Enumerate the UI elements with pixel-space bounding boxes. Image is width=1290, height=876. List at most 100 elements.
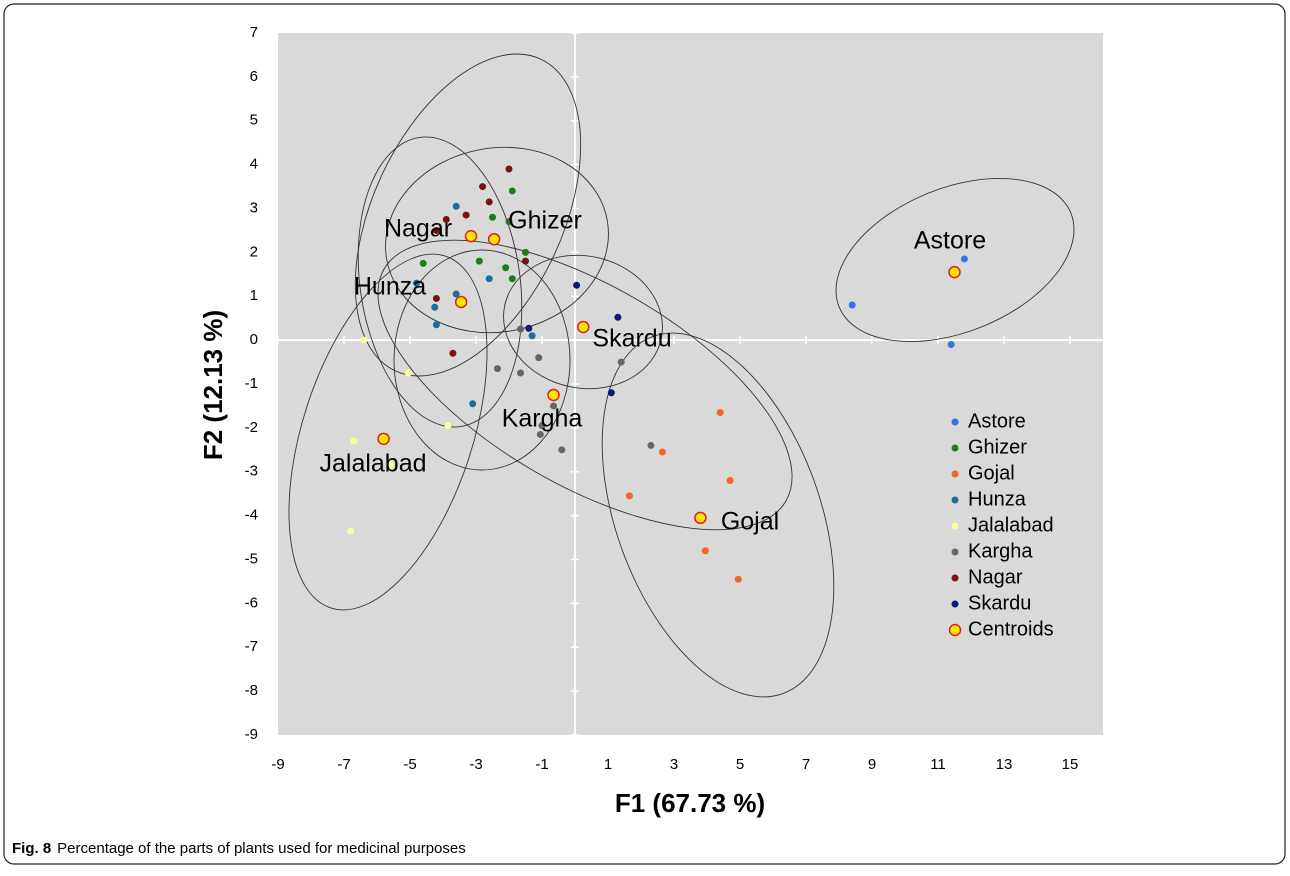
ellipses <box>288 53 1075 698</box>
legend-marker <box>948 623 962 637</box>
y-tick-label: -1 <box>245 375 258 392</box>
x-tick-label: 7 <box>802 756 810 773</box>
y-tick-label: 1 <box>250 287 258 304</box>
x-tick-label: 9 <box>868 756 876 773</box>
point <box>701 547 709 555</box>
point <box>960 255 968 263</box>
annotation: Nagar <box>384 215 452 243</box>
annotation: Ghizer <box>508 207 582 235</box>
centroid <box>694 511 707 525</box>
point <box>419 259 427 267</box>
point <box>432 321 440 329</box>
point <box>522 257 529 265</box>
point <box>432 294 440 302</box>
point <box>432 226 440 234</box>
legend-marker <box>951 600 959 608</box>
y-tick-label: 7 <box>250 24 258 41</box>
point <box>508 275 516 283</box>
y-tick-label: -9 <box>245 726 258 743</box>
centroid <box>487 232 501 246</box>
legend-marker <box>951 444 959 452</box>
point <box>404 369 412 377</box>
centroid <box>547 388 560 402</box>
caption-label: Fig. 8 <box>12 840 51 857</box>
ellipse <box>377 239 793 531</box>
centroid <box>464 229 478 243</box>
legend-label: Nagar <box>968 566 1023 588</box>
point <box>617 358 625 366</box>
point <box>485 275 493 283</box>
legend-marker <box>951 470 959 478</box>
x-tick-label: 3 <box>670 756 678 773</box>
y-axis-title: F2 (12.13 %) <box>198 310 228 460</box>
legend-label: Gojal <box>968 462 1015 484</box>
frame <box>3 3 1286 865</box>
y-tick-label: 5 <box>250 112 258 129</box>
y-tick-label: 6 <box>250 68 258 85</box>
point <box>502 264 510 272</box>
y-tick-label: -4 <box>245 507 258 524</box>
point <box>475 257 483 265</box>
x-tick-label: 15 <box>1062 756 1079 773</box>
point <box>517 325 525 333</box>
legend-marker <box>951 418 959 426</box>
ellipse <box>354 53 582 377</box>
ellipse <box>393 249 571 471</box>
legend-label: Astore <box>968 410 1026 432</box>
ellipse <box>601 332 835 698</box>
ellipse <box>385 146 609 334</box>
point <box>449 349 457 357</box>
legend-label: Ghizer <box>968 436 1027 458</box>
point <box>625 492 633 500</box>
x-tick-label: -9 <box>271 756 284 773</box>
y-tick-label: -5 <box>245 550 258 567</box>
x-tick-label: 11 <box>930 756 946 773</box>
point <box>734 575 742 583</box>
y-tick-label: 3 <box>250 199 258 216</box>
point <box>386 461 394 469</box>
y-tick-label: -8 <box>245 682 258 699</box>
point <box>522 248 529 256</box>
ellipse <box>503 254 663 390</box>
point <box>347 527 355 535</box>
centroid <box>454 295 468 309</box>
annotation: Hunza <box>354 273 426 301</box>
point <box>525 324 533 332</box>
legend-marker <box>951 522 959 530</box>
x-axis-title: F1 (67.73 %) <box>615 788 765 818</box>
legend-label: Skardu <box>968 592 1031 614</box>
x-tick-label: 13 <box>996 756 1013 773</box>
caption: Fig. 8 Percentage of the parts of plants … <box>12 840 466 857</box>
legend-label: Jalalabad <box>968 514 1054 536</box>
y-tick-label: 0 <box>250 331 258 348</box>
annotation: Skardu <box>592 325 671 353</box>
point <box>658 448 666 456</box>
point <box>444 422 452 430</box>
point <box>558 446 566 454</box>
annotation: Kargha <box>502 405 583 433</box>
x-tick-label: 1 <box>604 756 612 773</box>
caption-text: Percentage of the parts of plants used f… <box>57 840 466 857</box>
point <box>479 183 487 191</box>
ellipse <box>357 136 523 428</box>
point <box>350 437 358 445</box>
ellipse <box>288 253 488 611</box>
annotation: Jalalabad <box>319 450 426 478</box>
legend-label: Kargha <box>968 540 1033 562</box>
point <box>528 332 536 340</box>
x-tick-label: -3 <box>469 756 482 773</box>
annotation: Gojal <box>721 508 779 536</box>
point <box>538 422 546 430</box>
point <box>848 301 856 309</box>
centroid <box>577 320 590 334</box>
point <box>469 400 477 408</box>
y-tick-label: -6 <box>245 594 258 611</box>
legend-marker <box>951 496 959 504</box>
point <box>508 187 516 195</box>
y-tick-label: -2 <box>245 419 258 436</box>
y-tick-label: -7 <box>245 638 258 655</box>
point <box>726 477 734 485</box>
point <box>360 336 368 344</box>
centroid <box>948 265 961 279</box>
